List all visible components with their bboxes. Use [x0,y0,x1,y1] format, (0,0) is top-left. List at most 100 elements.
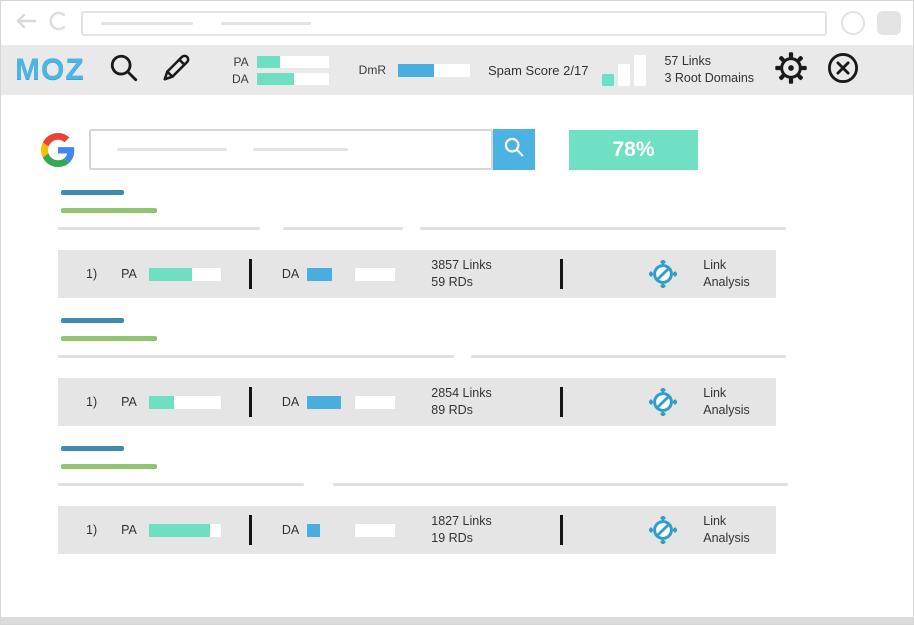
circle-x-icon[interactable] [826,51,860,90]
google-g-icon [41,132,75,167]
compass-slash-icon[interactable] [648,515,679,545]
pa-label: PA [121,523,137,537]
da-bar-fill [307,267,333,281]
divider [560,387,564,417]
address-placeholder-line [101,21,193,25]
description-segment [58,227,260,230]
root-domains-count: 89 RDs [431,403,473,417]
moz-logo: MOZ [15,53,85,86]
browser-menu-button[interactable] [877,11,901,35]
compass-slash-icon[interactable] [648,259,679,289]
search-input[interactable] [89,129,493,170]
toolbar-da-label: DA [231,71,249,86]
search-results: 1) PA DA 3857 Links 59 RDs [58,190,793,554]
search-result: 1) PA DA 3857 Links 59 RDs [58,190,793,298]
link-analysis-button[interactable]: Link Analysis [703,385,750,419]
link-analysis-label-line1: Link [703,514,727,529]
spam-chart-bar-1 [602,74,615,86]
description-segment [58,483,304,486]
toolbar-dmr-metric: DmR [359,63,470,77]
result-title-line[interactable] [61,190,124,195]
toolbar-dmr-bar-fill [397,63,434,77]
result-description-lines [58,227,793,230]
toolbar-pa-label: PA [233,54,249,69]
da-bar-fill [307,395,342,409]
bar-chart-icon [602,54,647,86]
result-ordinal: 1) [86,267,98,281]
result-description-lines [58,483,793,486]
description-segment [420,227,786,230]
link-analysis-label-line2: Analysis [703,403,750,417]
result-url-line [61,464,157,469]
browser-chrome-bar [1,1,913,45]
pa-label: PA [121,395,137,409]
link-analysis-label-line1: Link [703,258,727,273]
da-bar-track [355,523,396,537]
result-title-line[interactable] [61,318,124,323]
links-count: 2854 Links [431,386,492,401]
search-result: 1) PA DA 1827 Links 19 RDs [58,446,793,554]
toolbar-pa-bar [256,55,329,68]
description-segment [58,355,454,358]
da-label: DA [281,267,300,281]
toolbar-da-bar-fill [256,72,295,85]
mozbar-metric-card: 1) PA DA 3857 Links 59 RDs [58,250,776,298]
page-content: 78% 1) PA DA [1,95,913,554]
spam-chart-bar-2 [618,64,631,86]
root-domains-count: 59 RDs [431,275,473,289]
divider [248,515,252,545]
divider [248,387,252,417]
toolbar-da-bar [256,72,329,85]
bottom-edge [1,617,913,624]
link-analysis-label-line2: Analysis [703,531,750,545]
link-analysis-label-line1: Link [703,386,727,401]
link-analysis-button[interactable]: Link Analysis [703,257,750,291]
back-arrow-icon[interactable] [13,9,39,38]
toolbar-links-count: 57 Links [664,54,711,69]
toolbar-dmr-bar [397,63,470,77]
description-segment [283,227,403,230]
pencil-icon[interactable] [157,50,195,91]
address-placeholder-line [221,21,311,25]
da-bar-track [355,395,396,409]
da-bar [307,395,396,409]
toolbar-pa-bar-fill [256,55,280,68]
address-bar[interactable] [81,10,827,36]
link-counts: 2854 Links 89 RDs [431,385,526,419]
mozbar-metric-card: 1) PA DA 2854 Links 89 RDs [58,378,776,426]
pa-bar [148,523,221,537]
da-bar [307,267,396,281]
magnifier-icon [501,134,527,165]
result-ordinal: 1) [86,523,98,537]
pa-label: PA [121,267,137,281]
google-search-row: 78% [1,95,913,170]
toolbar-root-domains-count: 3 Root Domains [664,71,755,85]
result-title-line[interactable] [61,446,124,451]
result-url-line [61,336,157,341]
pa-bar-fill [148,267,193,281]
result-url-line [61,208,157,213]
mozbar-metric-card: 1) PA DA 1827 Links 19 RDs [58,506,776,554]
toolbar-dmr-label: DmR [358,63,386,77]
gear-icon[interactable] [774,51,808,90]
profile-avatar[interactable] [841,11,865,35]
search-placeholder-line [117,148,227,151]
spam-chart-bar-3 [634,55,647,86]
da-bar-fill [307,523,321,537]
link-analysis-button[interactable]: Link Analysis [703,513,750,547]
mozbar-toolbar: MOZ PA DA [1,45,913,95]
toolbar-pa-da-metrics: PA DA [227,55,329,86]
score-percent-badge: 78% [569,129,698,170]
search-button[interactable] [493,129,535,170]
pa-bar [148,395,221,409]
compass-slash-icon[interactable] [648,387,679,417]
divider [560,515,564,545]
magnifier-icon[interactable] [107,51,141,90]
pa-bar-fill [148,395,175,409]
divider [248,259,252,289]
links-count: 1827 Links [431,514,492,529]
description-segment [471,355,786,358]
refresh-icon[interactable] [47,9,71,38]
pa-bar [148,267,221,281]
search-placeholder-line [253,148,348,151]
